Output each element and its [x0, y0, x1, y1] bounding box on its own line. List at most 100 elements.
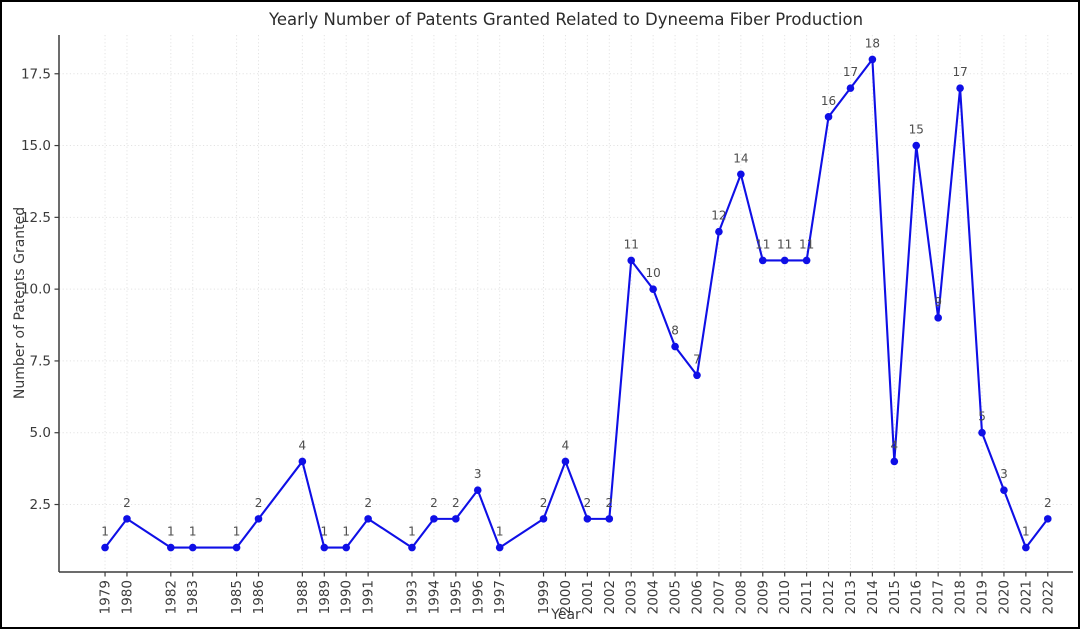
x-tick-label: 2017: [931, 580, 947, 614]
data-point: [1000, 486, 1008, 494]
data-point: [298, 457, 307, 466]
x-tick-label: 2006: [689, 580, 705, 614]
data-point: [671, 342, 679, 351]
point-value-label: 3: [1000, 467, 1008, 481]
y-tick-label: 2.5: [30, 497, 51, 513]
point-value-label: 17: [952, 65, 967, 79]
point-value-label: 2: [364, 496, 372, 510]
point-value-label: 7: [693, 352, 701, 366]
x-tick-label: 2018: [953, 580, 969, 614]
x-tick-label: 2007: [711, 580, 727, 614]
point-value-label: 4: [562, 438, 570, 452]
point-value-label: 10: [646, 266, 661, 280]
data-point: [408, 543, 416, 552]
data-point: [868, 55, 877, 64]
x-tick-label: 2012: [821, 580, 837, 614]
x-tick-label: 1991: [361, 580, 377, 614]
x-tick-label: 2013: [843, 580, 859, 614]
y-tick-label: 5.0: [30, 425, 51, 441]
data-point: [583, 515, 592, 523]
data-point: [430, 515, 438, 523]
x-tick-label: 2021: [1018, 580, 1034, 614]
x-tick-label: 1993: [404, 580, 420, 614]
point-value-label: 1: [189, 525, 197, 539]
data-point: [649, 285, 657, 293]
data-point: [320, 543, 329, 552]
x-tick-label: 2005: [668, 580, 684, 614]
x-tick-label: 1990: [339, 580, 355, 614]
x-tick-label: 1986: [251, 580, 267, 614]
data-point: [188, 543, 197, 552]
data-point: [364, 515, 372, 523]
x-tick-label: 1994: [426, 580, 442, 614]
point-value-label: 5: [978, 410, 986, 424]
x-tick-label: 1988: [295, 580, 311, 614]
point-value-label: 4: [890, 438, 898, 452]
point-value-label: 2: [584, 496, 592, 510]
x-tick-label: 2020: [996, 580, 1012, 614]
x-tick-label: 2004: [646, 580, 662, 614]
point-value-label: 2: [1044, 496, 1052, 510]
data-point: [934, 314, 942, 322]
data-point: [758, 256, 767, 265]
x-tick-label: 1979: [98, 580, 114, 614]
x-tick-label: 1982: [163, 580, 179, 614]
x-axis-label: Year: [551, 607, 581, 623]
point-value-label: 1: [233, 525, 241, 539]
data-point: [627, 256, 636, 265]
x-tick-label: 2000: [558, 580, 574, 614]
point-value-label: 2: [123, 496, 131, 510]
point-value-label: 1: [496, 525, 504, 539]
x-tick-label: 2008: [733, 580, 749, 614]
x-tick-label: 2009: [755, 580, 771, 614]
y-axis-label: Number of Patents Granted: [12, 206, 28, 400]
data-line: [104, 58, 1049, 549]
point-value-label: 14: [733, 151, 748, 165]
point-value-label: 1: [1022, 525, 1030, 539]
point-value-label: 2: [540, 496, 548, 510]
point-value-label: 15: [909, 123, 924, 137]
data-point: [802, 256, 811, 265]
y-tick-label: 17.5: [21, 66, 51, 82]
y-tick-label: 10.0: [21, 282, 51, 298]
point-value-label: 8: [671, 324, 679, 338]
data-point: [605, 515, 614, 523]
point-value-label: 1: [320, 525, 328, 539]
data-point: [912, 141, 921, 150]
data-point: [1022, 543, 1030, 552]
chart-title: Yearly Number of Patents Granted Related…: [268, 10, 864, 29]
data-point: [123, 515, 131, 523]
x-tick-label: 1989: [317, 580, 333, 614]
y-tick-label: 12.5: [21, 210, 51, 226]
data-point: [167, 543, 175, 552]
point-value-label: 4: [299, 438, 307, 452]
data-point: [693, 371, 701, 380]
data-point: [232, 543, 241, 552]
x-tick-label: 2014: [865, 580, 881, 614]
x-tick-label: 2015: [887, 580, 903, 614]
point-value-label: 1: [342, 525, 350, 539]
y-tick-label: 7.5: [30, 353, 51, 369]
data-point: [452, 515, 460, 523]
data-point: [561, 457, 570, 466]
point-value-label: 2: [452, 496, 460, 510]
point-value-label: 11: [755, 237, 770, 251]
x-tick-label: 2002: [602, 580, 618, 614]
point-value-label: 2: [255, 496, 263, 510]
x-tick-label: 2001: [580, 580, 596, 614]
data-point: [780, 256, 789, 265]
x-tick-label: 1999: [536, 580, 552, 614]
point-value-label: 11: [777, 237, 792, 251]
x-tick-label: 2010: [777, 580, 793, 614]
point-value-label: 1: [408, 525, 416, 539]
x-tick-label: 1996: [470, 580, 486, 614]
x-tick-label: 1985: [229, 580, 245, 614]
y-tick-label: 15.0: [21, 138, 51, 154]
point-value-label: 16: [821, 94, 836, 108]
point-value-label: 17: [843, 65, 858, 79]
point-value-label: 18: [865, 36, 880, 50]
data-point: [956, 84, 964, 92]
x-tick-label: 1983: [185, 580, 201, 614]
data-point: [846, 84, 855, 92]
